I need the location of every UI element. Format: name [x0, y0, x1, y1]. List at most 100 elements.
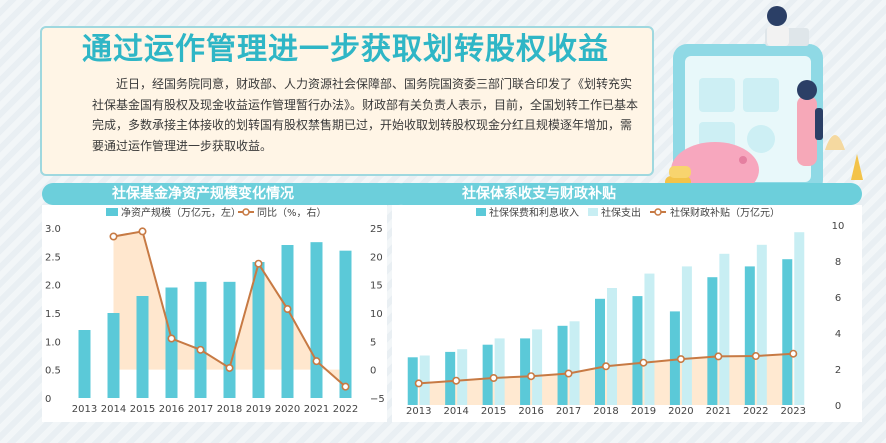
hero-panel: [40, 26, 654, 176]
subsidy-point: [414, 379, 423, 388]
subsidy-point: [452, 376, 461, 385]
intro-paragraph: 近日，经国务院同意，财政部、人力资源社会保障部、国务院国资委三部门联合印发了《划…: [92, 77, 639, 153]
y-right-tick: 10: [832, 221, 845, 232]
expense-bar-2023: [794, 232, 805, 405]
yoy-point: [167, 334, 176, 343]
chart2-title: 社保体系收支与财政补贴: [392, 183, 862, 205]
yoy-point: [254, 259, 263, 268]
expense-bar-2018: [607, 288, 617, 405]
bar-2014: [107, 313, 120, 398]
income-bar-2021: [707, 277, 718, 405]
expense-bar-2015: [494, 338, 505, 405]
y-left-tick: 1.5: [45, 309, 61, 320]
subsidy-point: [789, 349, 798, 358]
yoy-point: [225, 363, 234, 372]
x-tick: 2013: [72, 404, 97, 415]
income-bar-2018: [595, 298, 605, 405]
bar-2020: [281, 245, 294, 398]
x-tick: 2020: [668, 406, 693, 417]
x-tick: 2016: [159, 404, 184, 415]
y-right-tick: 0: [370, 366, 376, 377]
y-left-tick: 2.0: [45, 281, 61, 292]
x-tick: 2022: [743, 406, 768, 417]
x-tick: 2019: [246, 404, 271, 415]
bar-2022: [339, 250, 352, 398]
yoy-point: [341, 382, 350, 391]
bar-2015: [136, 296, 149, 398]
legend-label-bar: 净资产规模（万亿元，左）: [121, 206, 241, 219]
subsidy-point: [676, 355, 685, 364]
bar-2016: [165, 287, 178, 398]
x-tick: 2013: [406, 406, 431, 417]
income-bar-2022: [744, 266, 755, 405]
x-tick: 2019: [631, 406, 656, 417]
x-tick: 2015: [130, 404, 155, 415]
expense-bar-2021: [719, 253, 730, 405]
x-tick: 2022: [333, 404, 358, 415]
expense-bar-2022: [756, 244, 767, 405]
y-left-tick: 0: [45, 394, 51, 405]
y-right-tick: 15: [370, 281, 383, 292]
x-tick: 2020: [275, 404, 300, 415]
page-title: 通过运作管理进一步获取划转股权收益: [82, 32, 609, 67]
subsidy-point: [601, 362, 610, 371]
yoy-point: [312, 357, 321, 366]
income-bar-2020: [669, 311, 680, 405]
yoy-point: [283, 305, 292, 314]
bar-2017: [194, 281, 207, 398]
yoy-point: [138, 227, 147, 236]
y-right-tick: 4: [835, 329, 841, 340]
subsidy-area: [418, 353, 794, 405]
subsidy-point: [714, 352, 723, 361]
legend-swatch-expense: [588, 208, 598, 216]
y-right-tick: 10: [370, 309, 383, 320]
x-tick: 2015: [481, 406, 506, 417]
yoy-point: [196, 345, 205, 354]
subsidy-point: [527, 372, 536, 381]
income-bar-2017: [557, 325, 568, 405]
x-tick: 2018: [593, 406, 618, 417]
y-right-tick: 8: [835, 257, 841, 268]
x-tick: 2014: [443, 406, 468, 417]
bar-2013: [78, 330, 91, 398]
expense-bar-2020: [681, 266, 692, 405]
y-right-tick: 2: [835, 365, 841, 376]
subsidy-point: [639, 358, 648, 367]
y-right-tick: 25: [370, 224, 383, 235]
y-left-tick: 0.5: [45, 366, 61, 377]
x-tick: 2021: [706, 406, 731, 417]
x-tick: 2018: [217, 404, 242, 415]
legend-marker-subsidy: [654, 208, 662, 216]
income-bar-2016: [520, 338, 531, 405]
legend-label-subsidy: 社保财政补贴（万亿元）: [670, 206, 780, 219]
income-bar-2014: [445, 351, 456, 405]
y-left-tick: 3.0: [45, 224, 61, 235]
expense-bar-2016: [532, 329, 543, 405]
yoy-point: [109, 232, 118, 241]
y-left-tick: 2.5: [45, 252, 61, 263]
subsidy-point: [751, 352, 760, 361]
legend-label-line: 同比（%，右）: [257, 206, 327, 219]
expense-bar-2014: [457, 349, 468, 405]
y-right-tick: 5: [370, 337, 376, 348]
bar-2019: [252, 262, 265, 398]
x-tick: 2016: [518, 406, 543, 417]
expense-bar-2019: [644, 273, 655, 405]
x-tick: 2021: [304, 404, 329, 415]
legend-label-income: 社保保费和利息收入: [489, 206, 579, 219]
y-right-tick: −5: [370, 394, 385, 405]
y-left-tick: 1.0: [45, 337, 61, 348]
y-right-tick: 0: [835, 401, 841, 412]
income-bar-2019: [632, 296, 643, 405]
y-right-tick: 6: [835, 293, 841, 304]
chart1-card: [42, 205, 387, 422]
y-right-tick: 20: [370, 252, 383, 263]
legend-swatch-income: [476, 208, 486, 216]
legend-swatch-bar: [106, 208, 118, 216]
expense-bar-2017: [569, 321, 580, 405]
legend-marker-line: [242, 208, 250, 216]
x-tick: 2017: [188, 404, 213, 415]
x-tick: 2023: [781, 406, 806, 417]
